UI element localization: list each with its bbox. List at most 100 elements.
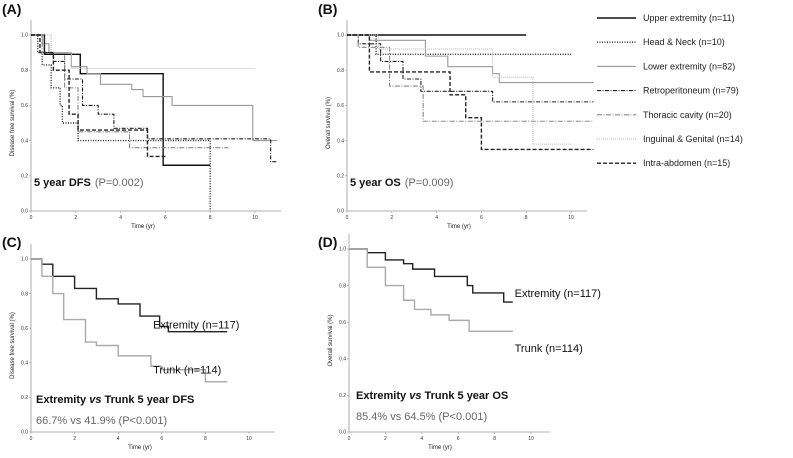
legend-label: Head & Neck (n=10): [643, 37, 725, 47]
y-tick-label: 1.0: [21, 33, 28, 39]
x-axis-label: Time (yr): [128, 445, 152, 451]
y-tick-label: 1.0: [21, 257, 28, 263]
x-tick-label: 2: [390, 215, 393, 221]
y-tick-label: 0.6: [339, 320, 346, 326]
group-label: Extremity (n=117): [515, 288, 601, 300]
x-tick-label: 6: [164, 215, 167, 221]
series-line-retroperitoneum: [347, 34, 594, 103]
comparison-stats: 85.4% vs 64.5% (P<0.001): [356, 411, 487, 423]
series-line-thoracic-cavity: [31, 34, 229, 149]
x-tick-label: 10: [568, 215, 574, 221]
series-line-head-neck: [31, 34, 211, 211]
legend-label: Retroperitoneum (n=79): [643, 86, 739, 96]
x-tick-label: 0: [346, 215, 349, 221]
test-annotation: 5 year OS (P=0.009): [350, 177, 453, 189]
group-label: Trunk (n=114): [153, 365, 221, 377]
panel-b: (B) 0.0 0.2 0.4 0.6 0.8 1.0 0 2 4 6 8 10 Time (yr) Ove…: [318, 1, 594, 230]
legend-label: Inguinal & Genital (n=14): [643, 134, 743, 144]
y-axis-label: Disease free survival (%): [10, 90, 16, 157]
x-tick-label: 8: [209, 215, 212, 221]
panel-label: (B): [318, 1, 337, 17]
panel-d: (D) 0.0 0.2 0.4 0.6 0.8 1.0 0 2 4 6 8 10 Time (yr) Ove…: [318, 234, 601, 451]
x-tick-label: 4: [117, 436, 120, 442]
panel-label: (D): [318, 234, 337, 250]
legend-item: Lower extremity (n=82): [597, 61, 735, 71]
x-axis-label: Time (yr): [428, 445, 452, 451]
series-line-lower-extremity: [347, 34, 594, 84]
y-tick-label: 0.0: [339, 430, 346, 436]
y-tick-label: 1.0: [339, 247, 346, 253]
y-tick-label: 0.8: [339, 283, 346, 289]
x-tick-label: 2: [384, 436, 387, 442]
y-axis-label: Disease free survival (%): [10, 312, 16, 379]
legend-label: Lower extremity (n=82): [643, 61, 735, 71]
x-tick-label: 10: [252, 215, 258, 221]
x-tick-label: 6: [457, 436, 460, 442]
panel-a: (A) 0.0 0.2 0.4 0.6 0.8 1.0 0 2 4 6 8 10 Time (yr) Dis…: [2, 1, 281, 230]
series-line-inguinal-genital: [31, 34, 255, 69]
x-tick-label: 6: [480, 215, 483, 221]
legend-item: Thoracic cavity (n=20): [597, 110, 732, 120]
panel-label: (A): [2, 1, 21, 17]
x-tick-label: 2: [74, 215, 77, 221]
legend-item: Intra-abdomen (n=15): [597, 158, 730, 168]
legend-label: Upper extremity (n=11): [643, 13, 735, 23]
y-tick-label: 0.2: [337, 174, 344, 180]
x-axis-label: Time (yr): [131, 224, 155, 230]
series-line-intra-abdomen: [347, 34, 594, 151]
y-tick-label: 0.8: [337, 68, 344, 74]
x-tick-label: 2: [73, 436, 76, 442]
y-axis-label: Overall survival (%): [326, 97, 332, 149]
y-tick-label: 0.0: [21, 430, 28, 436]
series-line-intra-abdomen: [31, 34, 166, 158]
x-axis-label: Time (yr): [447, 224, 471, 230]
y-tick-label: 0.8: [21, 68, 28, 74]
y-tick-label: 0.6: [21, 103, 28, 109]
series-line-extremity: [31, 258, 228, 333]
y-tick-label: 0.2: [21, 174, 28, 180]
series-line-thoracic-cavity: [347, 34, 594, 122]
x-tick-label: 4: [420, 436, 423, 442]
y-tick-label: 0.6: [21, 326, 28, 332]
y-tick-label: 0.6: [337, 103, 344, 109]
x-tick-label: 8: [493, 436, 496, 442]
legend-label: Thoracic cavity (n=20): [643, 110, 732, 120]
x-tick-label: 0: [30, 436, 33, 442]
x-tick-label: 6: [160, 436, 163, 442]
y-axis-label: Overall survival (%): [328, 314, 334, 366]
y-tick-label: 0.4: [339, 357, 346, 363]
x-tick-label: 10: [246, 436, 252, 442]
panel-c: (C) 0.0 0.2 0.4 0.6 0.8 1.0 0 2 4 6 8 10 Time (yr) Dis…: [2, 234, 275, 451]
x-tick-label: 10: [528, 436, 534, 442]
x-tick-label: 4: [119, 215, 122, 221]
y-tick-label: 0.2: [21, 395, 28, 401]
legend-item: Inguinal & Genital (n=14): [597, 134, 743, 144]
comparison-stats: 66.7% vs 41.9% (P<0.001): [36, 415, 167, 427]
panel-label: (C): [2, 234, 21, 250]
comparison-title: Extremity vs Trunk 5 year OS: [356, 390, 508, 402]
legend-item: Upper extremity (n=11): [597, 13, 735, 23]
y-tick-label: 0.4: [337, 138, 344, 144]
series-line-head-neck: [347, 34, 571, 56]
y-tick-label: 0.0: [337, 209, 344, 215]
series-line-extremity: [349, 248, 513, 303]
group-label: Trunk (n=114): [515, 343, 583, 355]
comparison-title: Extremity vs Trunk 5 year DFS: [36, 394, 194, 406]
series-line-trunk: [31, 258, 228, 383]
y-tick-label: 1.0: [337, 33, 344, 39]
test-annotation: 5 year DFS (P=0.002): [34, 177, 144, 189]
x-tick-label: 4: [435, 215, 438, 221]
group-label: Extremity (n=117): [153, 320, 239, 332]
series-line-upper-extremity: [31, 34, 211, 166]
legend-item: Head & Neck (n=10): [597, 37, 725, 47]
legend-item: Retroperitoneum (n=79): [597, 86, 739, 96]
y-tick-label: 0.2: [339, 393, 346, 399]
y-tick-label: 0.4: [21, 361, 28, 367]
series-line-trunk: [349, 248, 513, 333]
series-line-lower-extremity: [31, 34, 278, 142]
x-tick-label: 0: [348, 436, 351, 442]
x-tick-label: 0: [30, 215, 33, 221]
y-tick-label: 0.0: [21, 209, 28, 215]
y-tick-label: 0.8: [21, 291, 28, 297]
